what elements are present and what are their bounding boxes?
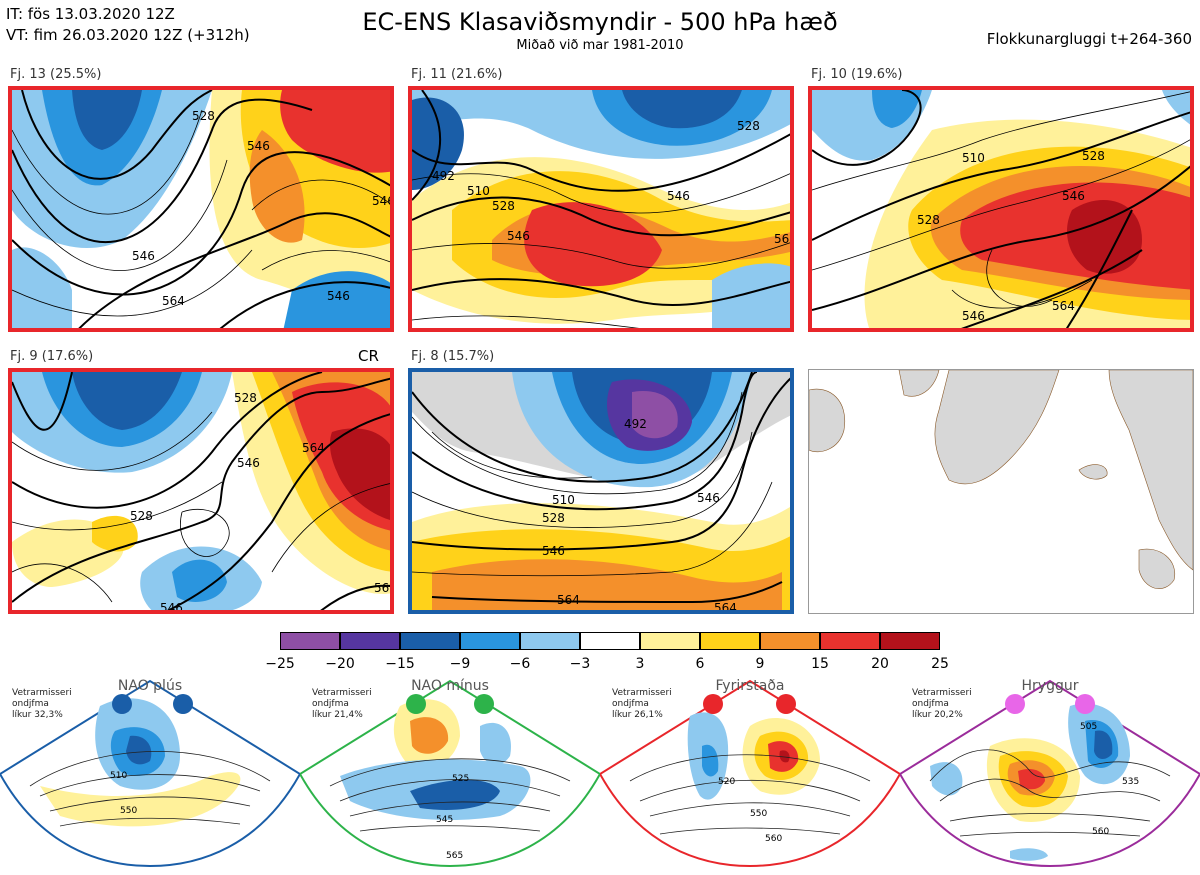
contour-label: 546 bbox=[247, 139, 270, 153]
cluster-map-8: 492 510 528 546 564 564 546 bbox=[408, 368, 794, 614]
regime-contour-label: 535 bbox=[1122, 777, 1139, 787]
contour-label: 492 bbox=[432, 169, 455, 183]
panel-label-1: Fj. 13 (25.5%) bbox=[10, 67, 102, 82]
contour-label: 528 bbox=[542, 511, 565, 525]
contour-label: 546 bbox=[542, 544, 565, 558]
colorbar-tick-label: −9 bbox=[449, 656, 471, 672]
regime-note: Vetrarmisseri ondjfma líkur 20,2% bbox=[912, 688, 972, 720]
regime-contour-label: 525 bbox=[452, 774, 469, 784]
contour-label: 528 bbox=[737, 119, 760, 133]
regime-nao-plus: 510 550 NAO plús Vetrarmisseri ondjfma l… bbox=[0, 676, 302, 871]
colorbar-cell bbox=[760, 632, 820, 650]
regime-note: Vetrarmisseri ondjfma líkur 26,1% bbox=[612, 688, 672, 720]
contour-label: 528 bbox=[492, 199, 515, 213]
contour-label: 564 bbox=[162, 294, 185, 308]
colorbar-tick-label: 6 bbox=[695, 656, 705, 672]
contour-label: 546 bbox=[507, 229, 530, 243]
regime-nao-minus: 525 545 565 NAO mínus Vetrarmisseri ondj… bbox=[298, 676, 602, 871]
colorbar-tick-label: 9 bbox=[755, 656, 765, 672]
regime-note: Vetrarmisseri ondjfma líkur 21,4% bbox=[312, 688, 372, 720]
contour-label: 546 bbox=[962, 309, 985, 323]
regime-blocking: 520 550 560 Fyrirstaða Vetrarmisseri ond… bbox=[598, 676, 902, 871]
panel-label-5: Fj. 8 (15.7%) bbox=[411, 349, 495, 364]
colorbar-cell bbox=[820, 632, 880, 650]
contour-label: 546 bbox=[132, 249, 155, 263]
regime-contour-label: 565 bbox=[446, 851, 463, 861]
contour-label: 510 bbox=[962, 151, 985, 165]
contour-label: 528 bbox=[192, 109, 215, 123]
colorbar-cell bbox=[400, 632, 460, 650]
regime-contour-label: 550 bbox=[750, 809, 767, 819]
contour-label: 546 bbox=[667, 189, 690, 203]
contour-label: 510 bbox=[552, 493, 575, 507]
colorbar-tick-label: 3 bbox=[635, 656, 645, 672]
page-subtitle: Miðað við mar 1981-2010 bbox=[516, 38, 684, 53]
colorbar-cell bbox=[880, 632, 940, 650]
contour-label: 546 bbox=[237, 456, 260, 470]
cluster-map-9: 528 546 564 528 546 56 bbox=[8, 368, 394, 614]
regime-name: NAO mínus bbox=[411, 678, 489, 694]
contour-label: 510 bbox=[467, 184, 490, 198]
colorbar-tick-label: −15 bbox=[385, 656, 415, 672]
contour-label: 546 bbox=[160, 601, 183, 614]
panel-label-2: Fj. 11 (21.6%) bbox=[411, 67, 503, 82]
panel-tag: CR bbox=[358, 347, 379, 365]
regime-name: Fyrirstaða bbox=[715, 678, 785, 694]
page-title: EC-ENS Klasaviðsmyndir - 500 hPa hæð bbox=[362, 8, 838, 36]
colorbar-cell bbox=[280, 632, 340, 650]
panel-label-3: Fj. 10 (19.6%) bbox=[811, 67, 903, 82]
colorbar-cell bbox=[700, 632, 760, 650]
contour-label: 546 bbox=[372, 194, 394, 208]
regime-note: Vetrarmisseri ondjfma líkur 32,3% bbox=[12, 688, 72, 720]
regime-contour-label: 550 bbox=[120, 806, 137, 816]
blank-reference-map bbox=[808, 369, 1194, 614]
colorbar-cell bbox=[340, 632, 400, 650]
contour-label: 546 bbox=[327, 289, 350, 303]
contour-label: 528 bbox=[234, 391, 257, 405]
contour-label: 564 bbox=[714, 601, 737, 614]
regime-name: Hryggur bbox=[1021, 678, 1079, 694]
contour-label: 546 bbox=[1062, 189, 1085, 203]
classification-window: Flokkunargluggi t+264-360 bbox=[986, 30, 1192, 48]
cluster-map-10: 510 528 528 546 546 564 bbox=[808, 86, 1194, 332]
regime-contour-label: 520 bbox=[718, 777, 735, 787]
contour-label: 564 bbox=[1052, 299, 1075, 313]
colorbar-cell bbox=[520, 632, 580, 650]
regime-contour-label: 560 bbox=[765, 834, 782, 844]
contour-label: 564 bbox=[302, 441, 325, 455]
colorbar-tick-label: 25 bbox=[931, 656, 949, 672]
colorbar-tick-label: 15 bbox=[811, 656, 829, 672]
colorbar-cell bbox=[580, 632, 640, 650]
contour-label: 56 bbox=[774, 232, 789, 246]
regime-contour-label: 560 bbox=[1092, 827, 1109, 837]
contour-label: 528 bbox=[130, 509, 153, 523]
contour-label: 564 bbox=[557, 593, 580, 607]
colorbar-tick-label: −6 bbox=[509, 656, 531, 672]
contour-label: 528 bbox=[917, 213, 940, 227]
init-time: IT: fös 13.03.2020 12Z bbox=[6, 5, 175, 23]
regime-name: NAO plús bbox=[117, 678, 183, 694]
contour-label: 528 bbox=[1082, 149, 1105, 163]
colorbar-cell bbox=[460, 632, 520, 650]
regime-contour-label: 505 bbox=[1080, 722, 1097, 732]
colorbar-tick-label: −20 bbox=[325, 656, 355, 672]
panel-label-4: Fj. 9 (17.6%) bbox=[10, 349, 94, 364]
colorbar-tick-label: −25 bbox=[265, 656, 295, 672]
contour-label: 546 bbox=[697, 491, 720, 505]
header-init-valid-times: IT: fös 13.03.2020 12Z VT: fim 26.03.202… bbox=[6, 4, 250, 46]
colorbar-tick-label: −3 bbox=[569, 656, 591, 672]
regime-contour-label: 510 bbox=[110, 771, 127, 781]
contour-label: 56 bbox=[374, 581, 389, 595]
cluster-map-13: 528 546 546 546 564 546 bbox=[8, 86, 394, 332]
colorbar-cell bbox=[640, 632, 700, 650]
colorbar-tick-label: 20 bbox=[871, 656, 889, 672]
valid-time: VT: fim 26.03.2020 12Z (+312h) bbox=[6, 26, 250, 44]
contour-label: 492 bbox=[624, 417, 647, 431]
regime-ridge: 505 535 560 Hryggur Vetrarmisseri ondjfm… bbox=[898, 676, 1200, 871]
regime-contour-label: 545 bbox=[436, 815, 453, 825]
cluster-map-11: 492 510 528 546 546 528 56 bbox=[408, 86, 794, 332]
